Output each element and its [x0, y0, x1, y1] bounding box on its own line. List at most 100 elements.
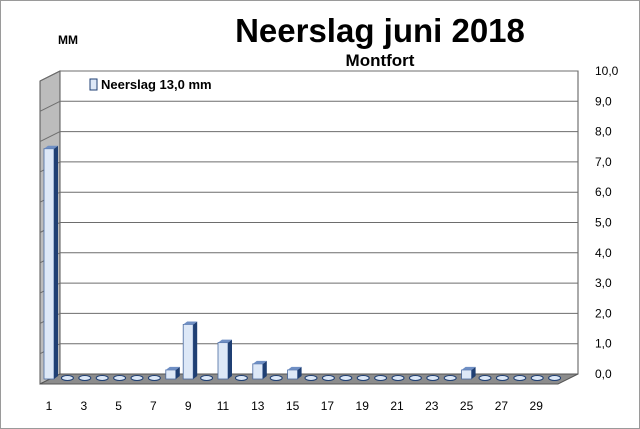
bar-front: [287, 369, 299, 380]
bar-zero-cap: [147, 375, 161, 381]
bar-zero-cap: [60, 375, 74, 381]
y-tick-label: 4,0: [595, 246, 612, 260]
bar: [339, 375, 353, 381]
bar-zero-cap: [513, 375, 527, 381]
x-tick-label: 7: [150, 399, 157, 413]
bar-zero-cap: [478, 375, 492, 381]
bar: [443, 375, 457, 381]
x-tick-label: 23: [425, 399, 439, 413]
x-tick-label: 29: [530, 399, 544, 413]
chart-walls: [39, 70, 579, 385]
bar-zero-cap: [530, 375, 544, 381]
bar: [548, 375, 562, 381]
y-axis-unit-label: MM: [58, 33, 78, 47]
y-tick-label: 0,0: [595, 367, 612, 381]
bar-zero-cap: [113, 375, 127, 381]
bar: [200, 375, 214, 381]
x-tick-label: 17: [321, 399, 335, 413]
bar: [478, 375, 492, 381]
bar-front: [182, 324, 194, 380]
bar: [426, 375, 440, 381]
x-tick-label: 11: [217, 399, 230, 413]
bar-side: [262, 360, 267, 379]
bar-front: [165, 369, 177, 380]
bar-zero-cap: [548, 375, 562, 381]
x-tick-label: 3: [80, 399, 87, 413]
y-axis-ticks: 0,0 1,0 2,0 3,0 4,0 5,0 6,0 7,0 8,0 9,0 10,0: [595, 64, 619, 381]
bar-zero-cap: [78, 375, 92, 381]
gridlines: [39, 70, 578, 355]
x-axis-ticks: 1 3 5 7 9 11 13 15 17 19 21 23 25 27 29: [46, 399, 544, 413]
bar: [321, 375, 335, 381]
bar-side: [471, 366, 476, 379]
bar: [130, 375, 144, 381]
bar-zero-cap: [339, 375, 353, 381]
bar: [356, 375, 370, 381]
x-tick-label: 25: [460, 399, 474, 413]
x-tick-label: 9: [185, 399, 192, 413]
bar: [391, 375, 405, 381]
bar: [95, 375, 109, 381]
bar-front: [43, 148, 55, 380]
y-tick-label: 2,0: [595, 306, 612, 320]
bar-zero-cap: [95, 375, 109, 381]
bar: [43, 145, 58, 380]
bar: [408, 375, 422, 381]
bar-zero-cap: [443, 375, 457, 381]
bar: [461, 366, 476, 380]
bar: [234, 375, 248, 381]
bar-side: [297, 366, 302, 379]
bar: [304, 375, 318, 381]
y-tick-label: 9,0: [595, 94, 612, 108]
bar-zero-cap: [391, 375, 405, 381]
chart-subtitle: Montfort: [345, 51, 415, 70]
x-tick-label: 15: [286, 399, 300, 413]
x-tick-label: 21: [390, 399, 404, 413]
bar-side: [228, 339, 232, 379]
bar-zero-cap: [495, 375, 509, 381]
bar: [165, 366, 180, 380]
bar-zero-cap: [321, 375, 335, 381]
bar-side: [54, 145, 58, 379]
gridline-wall: [39, 70, 61, 82]
bar: [182, 321, 198, 380]
bar-top: [183, 321, 198, 325]
bar-zero-cap: [426, 375, 440, 381]
x-tick-label: 5: [115, 399, 122, 413]
y-tick-label: 7,0: [595, 155, 612, 169]
bar-top: [165, 366, 180, 370]
x-tick-label: 19: [356, 399, 370, 413]
bar-zero-cap: [234, 375, 248, 381]
bar-zero-cap: [356, 375, 370, 381]
y-tick-label: 8,0: [595, 125, 612, 139]
bar: [252, 360, 267, 380]
bar: [374, 375, 388, 381]
bar-zero-cap: [269, 375, 283, 381]
bar: [495, 375, 509, 381]
bar-top: [461, 366, 476, 370]
legend-label: Neerslag 13,0 mm: [101, 77, 212, 92]
y-tick-label: 5,0: [595, 216, 612, 230]
bar-front: [252, 363, 264, 380]
bar-side: [193, 321, 198, 379]
bar-zero-cap: [408, 375, 422, 381]
bar-zero-cap: [374, 375, 388, 381]
bar: [530, 375, 544, 381]
bar-top: [287, 366, 302, 370]
gridline-wall: [39, 100, 61, 112]
bar: [147, 375, 161, 381]
bar-zero-cap: [200, 375, 214, 381]
gridline-wall: [39, 131, 61, 143]
y-tick-label: 6,0: [595, 185, 612, 199]
bar: [78, 375, 92, 381]
bar: [60, 375, 74, 381]
x-tick-label: 1: [46, 399, 53, 413]
bar-side: [175, 366, 180, 379]
legend: Neerslag 13,0 mm: [89, 77, 212, 92]
x-tick-label: 27: [495, 399, 509, 413]
bar: [269, 375, 283, 381]
y-tick-label: 3,0: [595, 276, 612, 290]
x-tick-label: 13: [251, 399, 265, 413]
bar-series: [43, 145, 562, 381]
